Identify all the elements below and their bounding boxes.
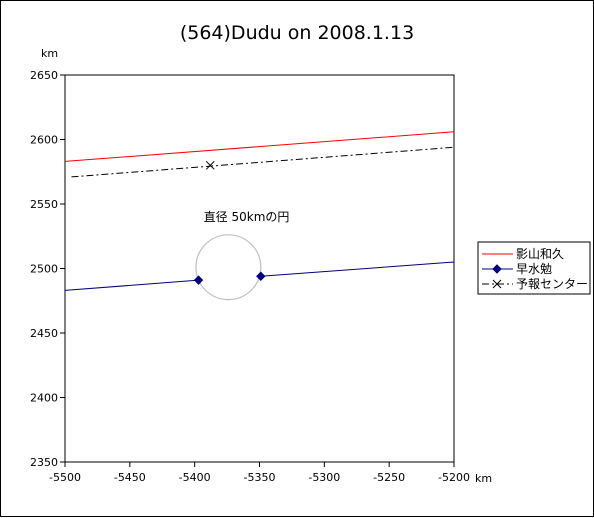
chart-marks: 2350 2400 2450 2500 2550 2600 2650 -5500 -5450 -5… xyxy=(30,69,470,484)
y-tick-label: 2600 xyxy=(30,134,58,147)
series-point-2 xyxy=(205,160,215,170)
x-tick-label: -5350 xyxy=(244,471,276,484)
circle-50km xyxy=(195,234,262,301)
series-line-1 xyxy=(260,261,455,277)
y-tick-label: 2650 xyxy=(30,69,58,82)
legend-marker-2-stroke xyxy=(492,279,502,289)
circle-annotation: 直径 50kmの円 xyxy=(204,210,290,224)
series-point-1 xyxy=(256,271,266,281)
legend-label-0: 影山和久 xyxy=(516,247,564,261)
series-line-2 xyxy=(71,146,455,178)
series-line-1 xyxy=(64,279,199,291)
series-line-0 xyxy=(64,131,455,162)
plot-area xyxy=(64,74,455,463)
x-tick-label: -5200 xyxy=(438,471,470,484)
x-tick-label: -5400 xyxy=(179,471,211,484)
y-tick-label: 2550 xyxy=(30,198,58,211)
x-tick-label: -5500 xyxy=(49,471,81,484)
y-tick-label: 2500 xyxy=(30,263,58,276)
series-point-2-stroke xyxy=(205,160,215,170)
legend-marker-2 xyxy=(492,279,502,289)
x-tick-label: -5300 xyxy=(308,471,340,484)
legend-label-2: 予報センター xyxy=(516,277,588,291)
legend-marker-1 xyxy=(492,264,502,274)
series-point-1 xyxy=(193,275,204,285)
x-tick-label: -5250 xyxy=(373,471,405,484)
y-tick-label: 2450 xyxy=(30,327,58,340)
y-tick-label: 2350 xyxy=(30,456,58,469)
chart-title: (564)Dudu on 2008.1.13 xyxy=(180,22,414,44)
x-axis-unit: km xyxy=(475,472,492,485)
legend-label-1: 早水勉 xyxy=(516,262,552,276)
y-axis-unit: km xyxy=(41,47,58,60)
x-tick-label: -5450 xyxy=(114,471,146,484)
y-tick-label: 2400 xyxy=(30,392,58,405)
